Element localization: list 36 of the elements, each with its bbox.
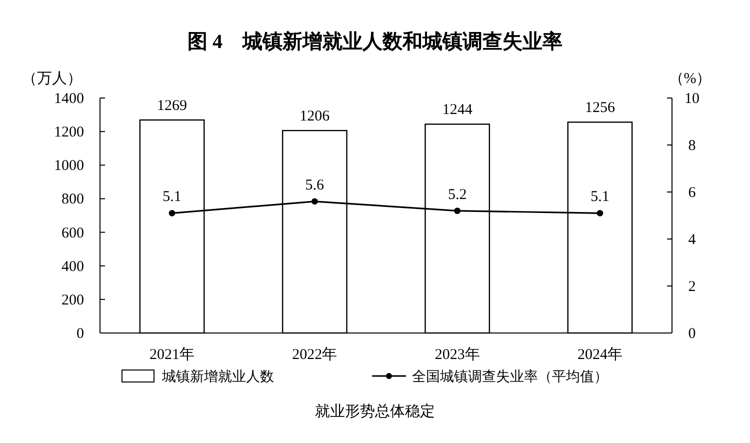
point [168,210,176,216]
point [311,198,318,205]
legend-label: 全国城镇调查失业率（平均值） [412,369,608,385]
point [454,208,461,214]
data-label: 5.1 [162,189,182,206]
y-tick-label: 1000 [54,158,84,174]
y-tick-label: 200 [62,292,84,308]
x-tick-label: 2024年 [577,346,622,363]
y-tick-label: 1200 [54,124,84,141]
data-label: 5.1 [590,189,610,206]
x-tick-label: 2022年 [292,346,338,363]
data-label: 5.6 [305,177,325,194]
y-tick-label: 600 [62,225,84,242]
y2-tick-label: 4 [688,232,696,248]
x-tick-label: 2023年 [434,346,480,363]
data-label: 5.2 [448,186,467,203]
y2-tick-label: 10 [684,91,700,107]
y-tick-label: 0 [76,326,84,342]
chart-title: 图 4 城镇新增就业人数和城镇调查失业率 [188,30,562,53]
y2-tick-label: 0 [688,326,696,342]
data-label: 1256 [584,100,616,116]
y2-tick-label: 8 [688,138,696,154]
data-label: 1244 [442,102,473,118]
y2-tick-label: 6 [688,185,696,201]
y2-axis-title: （%） [668,71,712,87]
x-tick-label: 2021年 [150,346,195,363]
data-label: 1206 [300,108,330,125]
text: 就业形势总体稳定 [315,403,435,420]
y-tick-label: 400 [62,258,84,275]
y2-tick-label: 2 [688,279,696,295]
y-axis-title: （万人） [22,71,82,87]
y-tick-label: 1400 [54,91,84,107]
point [596,210,604,216]
y-tick-label: 800 [62,192,84,208]
legend-label: 城镇新增就业人数 [161,369,274,385]
data-label: 1269 [157,98,188,114]
